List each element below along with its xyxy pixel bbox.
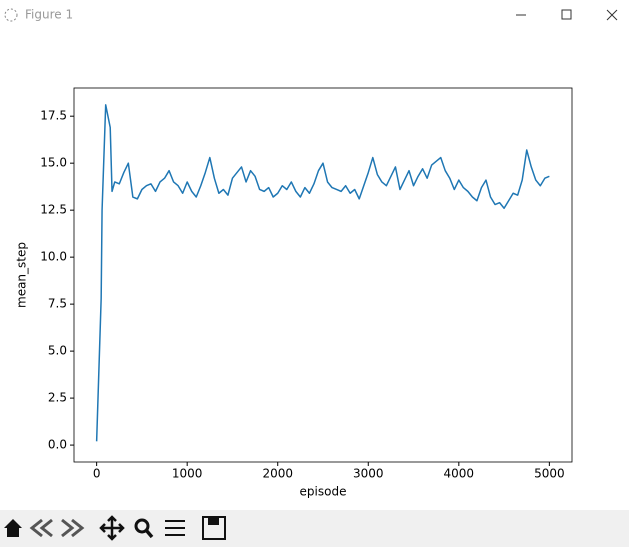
y-tick-label: 17.5 bbox=[40, 109, 67, 123]
pan-button[interactable] bbox=[99, 515, 125, 541]
y-tick-label: 7.5 bbox=[48, 297, 67, 311]
home-button[interactable] bbox=[4, 519, 22, 537]
close-button[interactable] bbox=[606, 9, 618, 21]
maximize-button[interactable] bbox=[561, 9, 572, 20]
plot-area: 0 1000 2000 3000 4000 5000 0.0 2.5 5.0 7.5 10.0 12.… bbox=[40, 87, 573, 481]
y-tick-label: 0.0 bbox=[48, 438, 67, 452]
title-bar bbox=[0, 0, 629, 30]
y-tick-label: 2.5 bbox=[48, 391, 67, 405]
app-icon bbox=[4, 8, 18, 22]
forward-button[interactable] bbox=[61, 518, 85, 538]
y-axis-label: mean_step bbox=[15, 242, 29, 308]
save-button[interactable] bbox=[202, 516, 226, 540]
y-tick-label: 10.0 bbox=[40, 250, 67, 264]
data-line bbox=[95, 104, 550, 442]
window-title: Figure 1 bbox=[25, 8, 73, 22]
x-tick-label: 1000 bbox=[172, 467, 203, 481]
x-tick-label: 4000 bbox=[444, 467, 475, 481]
x-tick-label: 3000 bbox=[353, 467, 384, 481]
axes-frame bbox=[73, 87, 573, 463]
y-tick-label: 12.5 bbox=[40, 203, 67, 217]
x-axis-label: episode bbox=[300, 485, 347, 499]
x-tick-label: 5000 bbox=[534, 467, 565, 481]
configure-button[interactable] bbox=[165, 520, 185, 536]
x-tick-label: 2000 bbox=[262, 467, 293, 481]
zoom-button[interactable] bbox=[134, 518, 150, 534]
back-button[interactable] bbox=[29, 518, 53, 538]
x-tick-label: 0 bbox=[93, 467, 101, 481]
figure bbox=[0, 30, 629, 510]
toolbar bbox=[0, 510, 629, 547]
y-tick-label: 15.0 bbox=[40, 156, 67, 170]
y-tick-label: 5.0 bbox=[48, 344, 67, 358]
